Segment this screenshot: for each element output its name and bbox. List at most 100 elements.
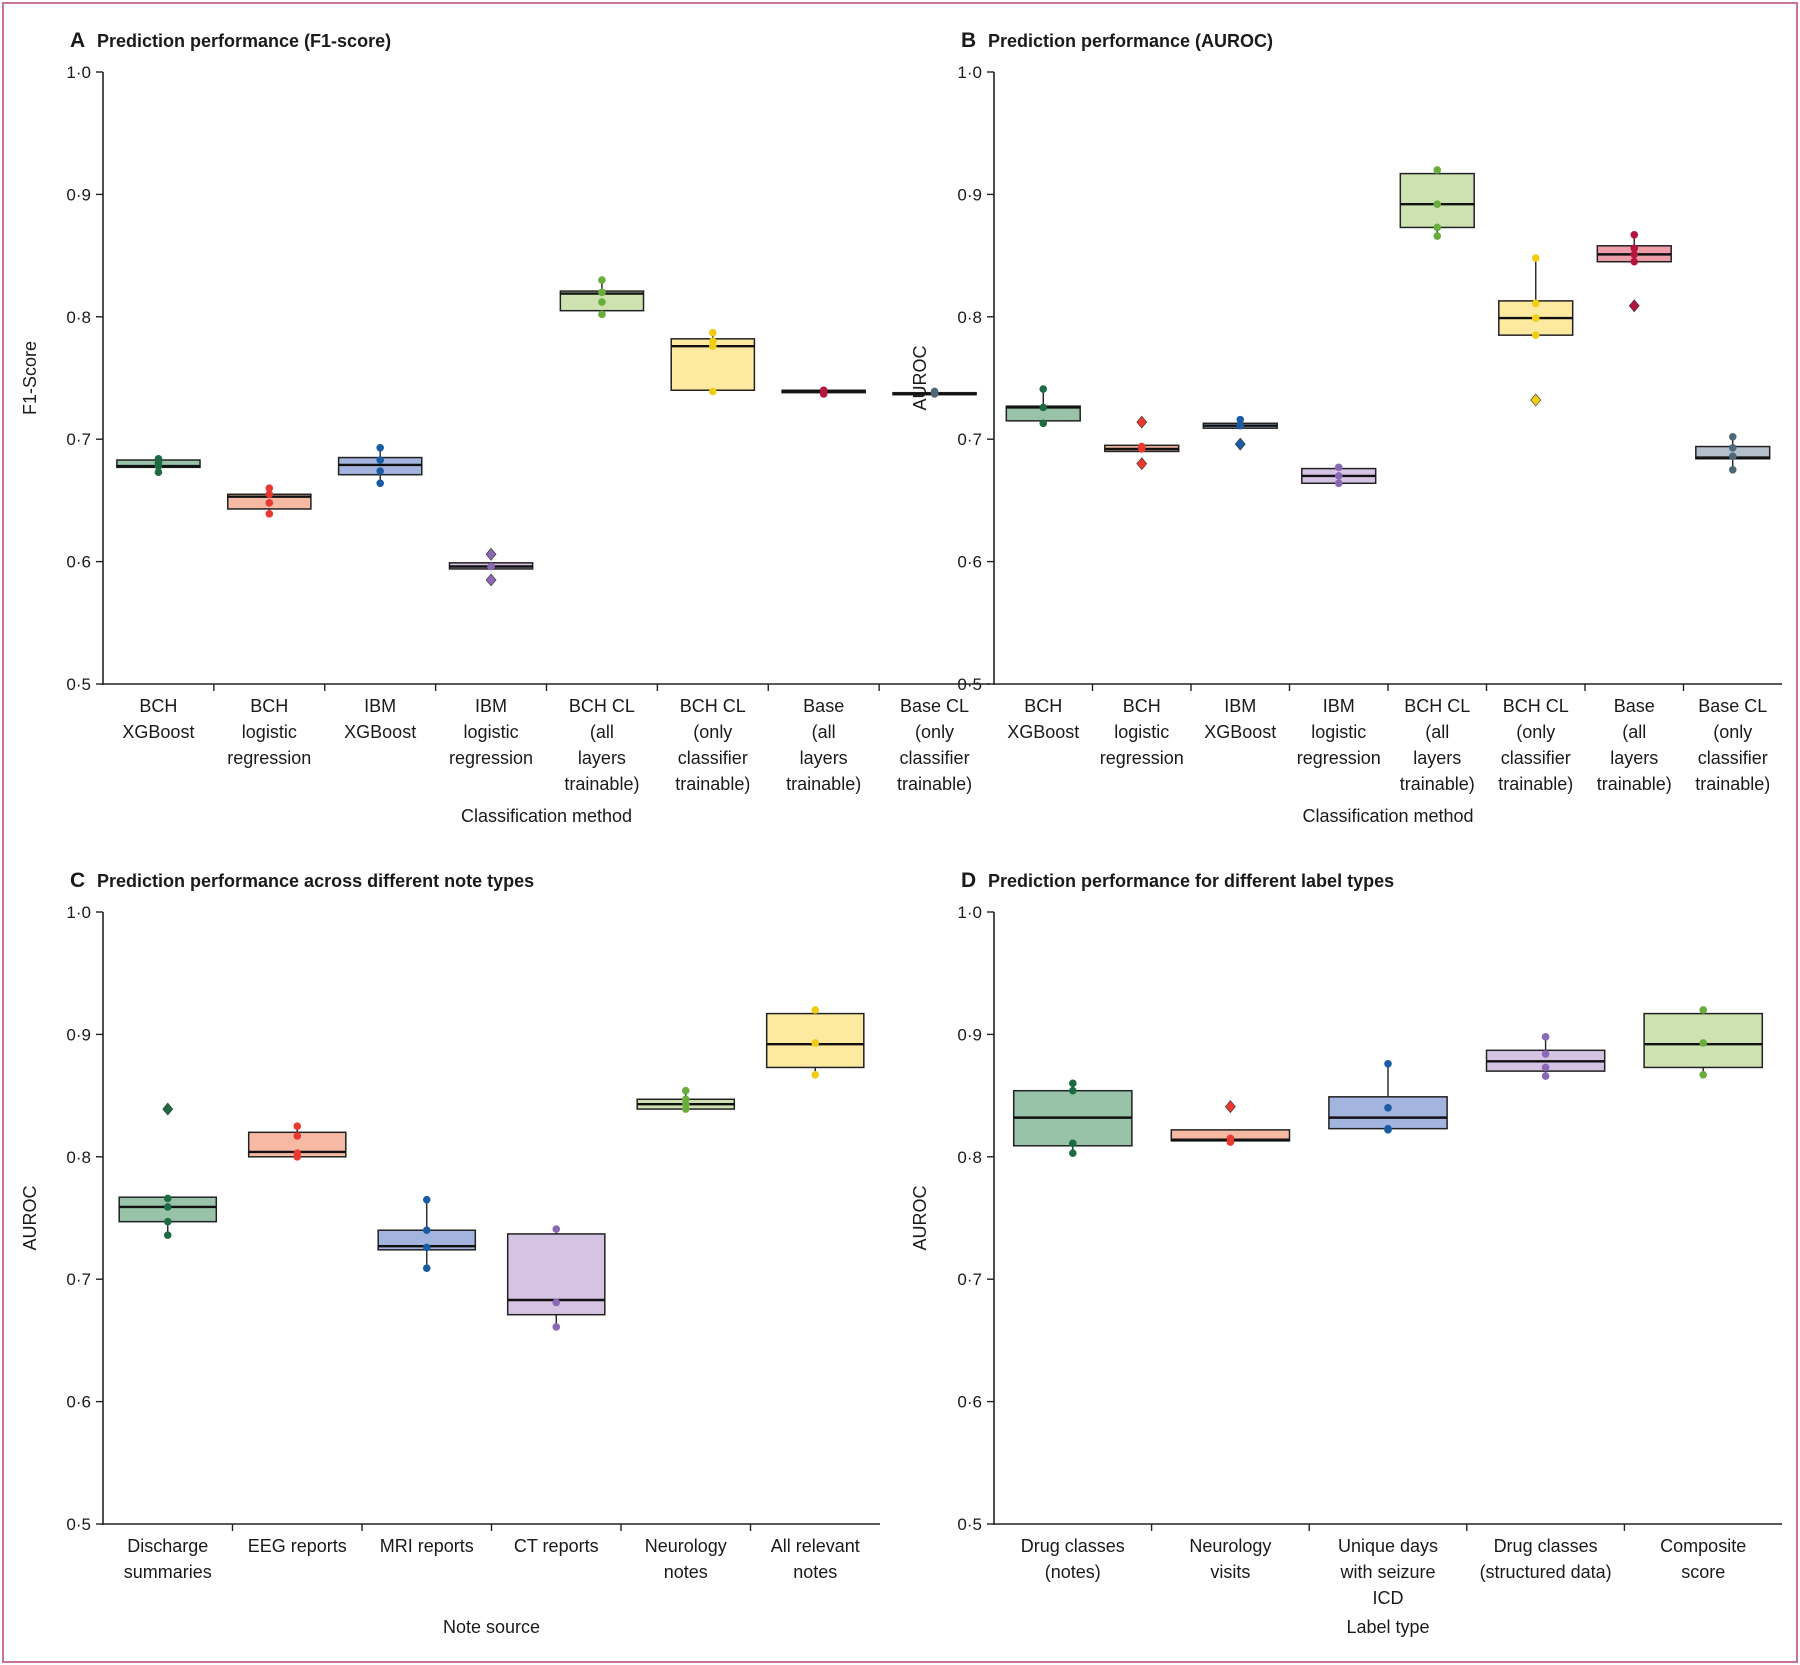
data-point [1699, 1006, 1707, 1014]
data-point [552, 1298, 561, 1307]
category-label-line: BCH [1024, 696, 1062, 716]
y-tick-label: 0·7 [66, 1270, 91, 1289]
category-label-line: logistic [1311, 722, 1366, 742]
panel-letter: D [961, 869, 976, 892]
data-point [293, 1149, 302, 1157]
data-point [1541, 1050, 1550, 1058]
data-point [1334, 463, 1343, 472]
category-label: All relevant notes [771, 1536, 860, 1582]
category-label-line: trainable) [564, 774, 639, 794]
category-label: Base CL (only classifier trainable) [1695, 696, 1770, 794]
box-group: Base CL (only classifier trainable) [1695, 432, 1771, 794]
data-point [422, 1226, 431, 1235]
category-label-line: BCH [250, 696, 288, 716]
data-point [1069, 1139, 1077, 1148]
category-label-line: layers [800, 748, 848, 768]
category-label: BCH XGBoost [1007, 696, 1079, 742]
category-label-line: layers [1610, 748, 1658, 768]
category-label-line: BCH [1123, 696, 1161, 716]
data-point [1384, 1124, 1392, 1133]
panel-b: B Prediction performance (AUROC) 0·5 0·6 0·7… [910, 29, 1782, 826]
category-label-line: classifier [900, 748, 970, 768]
category-label-line: XGBoost [344, 722, 416, 742]
category-label-line: summaries [124, 1562, 212, 1582]
category-label-line: regression [449, 748, 533, 768]
category-label-line: XGBoost [1204, 722, 1276, 742]
data-point [1236, 415, 1245, 424]
data-point [163, 1217, 172, 1226]
category-label-line: BCH CL [680, 696, 746, 716]
data-point [598, 288, 606, 297]
data-point [1039, 385, 1048, 393]
category-label-line: BCH CL [569, 696, 635, 716]
outlier-point [1136, 457, 1148, 471]
data-point [163, 1194, 172, 1203]
category-label-line: regression [1297, 748, 1381, 768]
data-point [552, 1225, 561, 1233]
category-label: Base (all layers trainable) [786, 696, 861, 794]
box-group: Base (all layers trainable) [1596, 230, 1685, 794]
box-group: BCH CL (all layers trainable) [1399, 166, 1488, 794]
y-tick-label: 0·6 [957, 1393, 982, 1412]
data-point [598, 298, 606, 306]
y-tick-label: 0·5 [66, 1515, 91, 1534]
y-tick-label: 0·5 [66, 675, 91, 694]
category-label-line: visits [1210, 1562, 1250, 1582]
data-point [709, 328, 717, 337]
category-label: MRI reports [380, 1536, 474, 1556]
category-label-line: (all [1425, 722, 1449, 742]
category-label-line: classifier [1501, 748, 1571, 768]
category-label-line: CT reports [514, 1536, 599, 1556]
data-point [709, 337, 717, 346]
data-point [1433, 166, 1442, 174]
data-point [552, 1323, 561, 1331]
data-point [1069, 1086, 1077, 1095]
category-label-line: ICD [1373, 1588, 1404, 1608]
category-label-line: trainable) [1400, 774, 1475, 794]
category-label-line: BCH CL [1404, 696, 1470, 716]
category-label-line: BCH [139, 696, 177, 716]
y-tick-label: 0·8 [66, 308, 91, 327]
data-point [265, 510, 274, 518]
data-point [1541, 1072, 1550, 1080]
y-axis-title: AUROC [910, 345, 930, 410]
data-point [811, 1039, 820, 1047]
y-tick-label: 0·7 [957, 430, 982, 449]
category-label-line: score [1681, 1562, 1725, 1582]
y-tick-label: 0·8 [66, 1148, 91, 1167]
category-label-line: notes [664, 1562, 708, 1582]
category-label: IBM XGBoost [1204, 696, 1276, 742]
data-point [1039, 403, 1048, 412]
category-label-line: XGBoost [1007, 722, 1079, 742]
box-group: BCH CL (only classifier trainable) [670, 328, 769, 794]
box-group: MRI reports [377, 1195, 493, 1556]
x-axis-title: Label type [1346, 1617, 1429, 1637]
box-group: Discharge summaries [118, 1102, 234, 1582]
box-group: Base CL (only classifier trainable) [892, 387, 977, 794]
data-point [598, 276, 606, 284]
box-group: Drug classes (structured data) [1480, 1033, 1626, 1582]
box-group: BCH XGBoost [116, 454, 215, 742]
y-axis-title: F1-Score [20, 341, 40, 415]
data-point [265, 490, 274, 499]
category-label-line: Unique days [1338, 1536, 1438, 1556]
category-label-line: trainable) [1695, 774, 1770, 794]
y-tick-label: 0·5 [957, 675, 982, 694]
category-label-line: trainable) [1498, 774, 1573, 794]
box-group: Drug classes (notes) [1012, 1079, 1153, 1582]
category-label: CT reports [514, 1536, 599, 1556]
data-point [1334, 479, 1343, 488]
y-tick-label: 0·9 [957, 185, 982, 204]
y-tick-label: 0·7 [66, 430, 91, 449]
data-point [1039, 419, 1048, 428]
box-group: BCH CL (only classifier trainable) [1498, 254, 1586, 794]
outlier-point [1628, 299, 1640, 313]
category-label-line: IBM [1323, 696, 1355, 716]
box-group: BCH logistic regression [226, 484, 326, 768]
box-group: Composite score [1643, 1006, 1764, 1582]
box-group: Neurology notes [636, 1086, 752, 1582]
data-point [422, 1195, 431, 1204]
data-point [265, 499, 274, 507]
category-label: IBM logistic regression [449, 696, 533, 768]
category-label-line: Base [803, 696, 844, 716]
